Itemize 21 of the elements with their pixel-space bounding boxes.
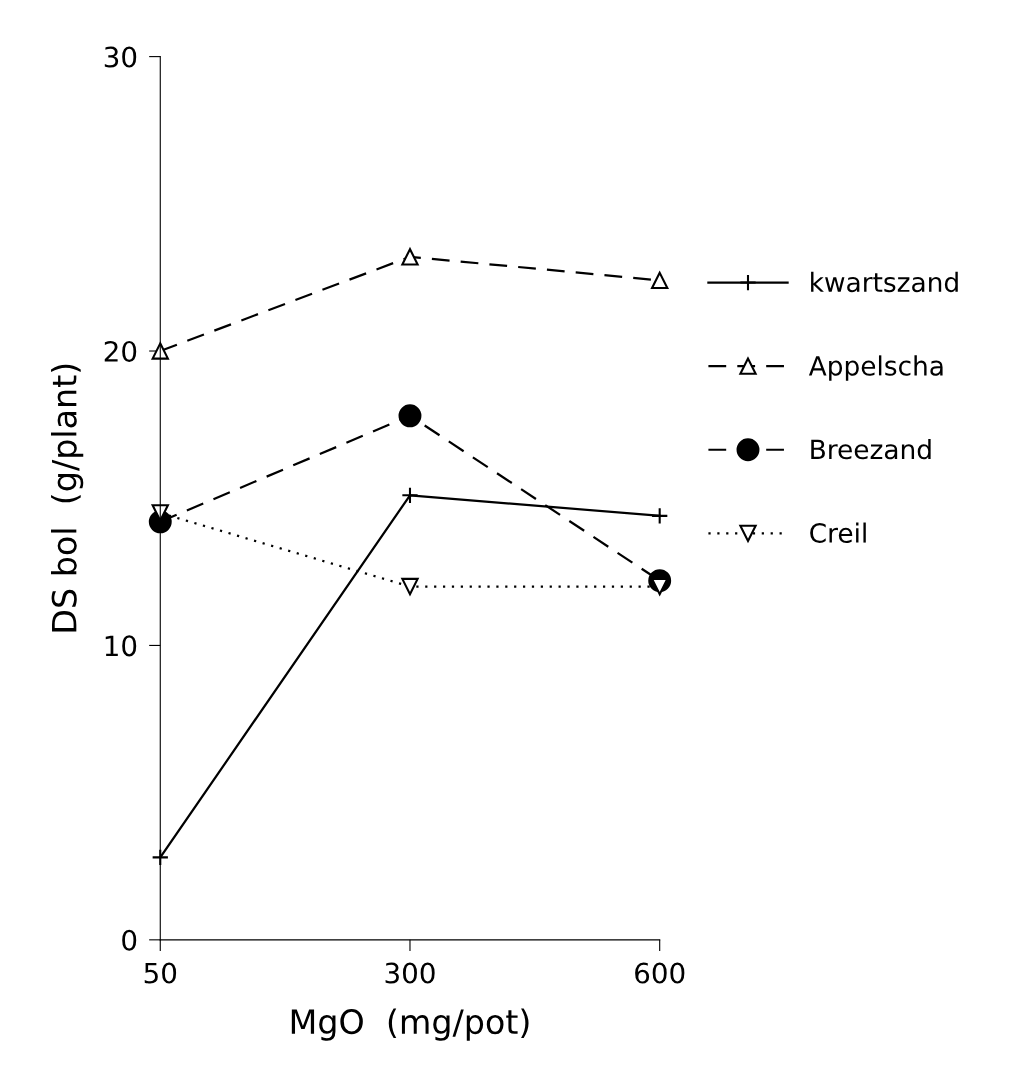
point — [151, 848, 169, 867]
y-tick-label: 30 — [104, 46, 137, 68]
legend-label: kwartszand — [811, 271, 958, 293]
point — [401, 486, 419, 504]
point — [651, 507, 669, 525]
y-tick-label: 20 — [104, 340, 137, 362]
x-tick-label: 600 — [635, 962, 685, 984]
x-tick-label: 300 — [385, 962, 435, 984]
x-axis-title: MgO (mg/pot) — [291, 1008, 529, 1041]
legend-label: Breezand — [811, 438, 931, 460]
point — [398, 404, 422, 428]
legend-label: Appelscha — [808, 355, 943, 381]
legend-label: Creil — [810, 522, 866, 543]
point — [401, 248, 419, 266]
y-tick-label: 10 — [105, 635, 137, 657]
point — [401, 577, 419, 596]
point — [151, 342, 169, 360]
y-axis-title: DS bol (g/plant) — [51, 364, 84, 632]
y-tick-label: 0 — [122, 929, 137, 951]
point — [651, 271, 669, 290]
x-tick-label: 50 — [144, 962, 177, 984]
